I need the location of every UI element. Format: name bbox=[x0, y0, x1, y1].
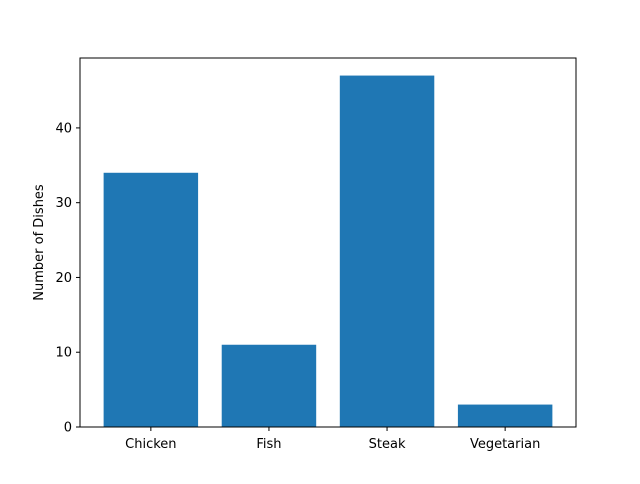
y-tick-label: 30 bbox=[55, 196, 72, 211]
x-tick-label: Chicken bbox=[125, 437, 176, 452]
x-tick-label: Fish bbox=[256, 437, 281, 452]
bar-chicken bbox=[103, 172, 199, 427]
y-tick-label: 40 bbox=[55, 121, 72, 136]
y-tick-label: 10 bbox=[55, 346, 72, 361]
y-axis: 0 10 20 30 40 bbox=[55, 121, 80, 436]
y-tick-label: 0 bbox=[64, 421, 72, 436]
y-axis-label: Number of Dishes bbox=[32, 184, 47, 301]
bar-vegetarian bbox=[457, 404, 553, 427]
plot-frame bbox=[79, 57, 577, 428]
bars-group bbox=[103, 75, 553, 428]
x-axis: Chicken Fish Steak Vegetarian bbox=[125, 427, 540, 452]
bar-fish bbox=[221, 344, 317, 427]
x-tick-label: Steak bbox=[369, 437, 406, 452]
bar-steak bbox=[339, 75, 435, 428]
y-tick-label: 20 bbox=[55, 271, 72, 286]
x-tick-label: Vegetarian bbox=[470, 437, 540, 452]
